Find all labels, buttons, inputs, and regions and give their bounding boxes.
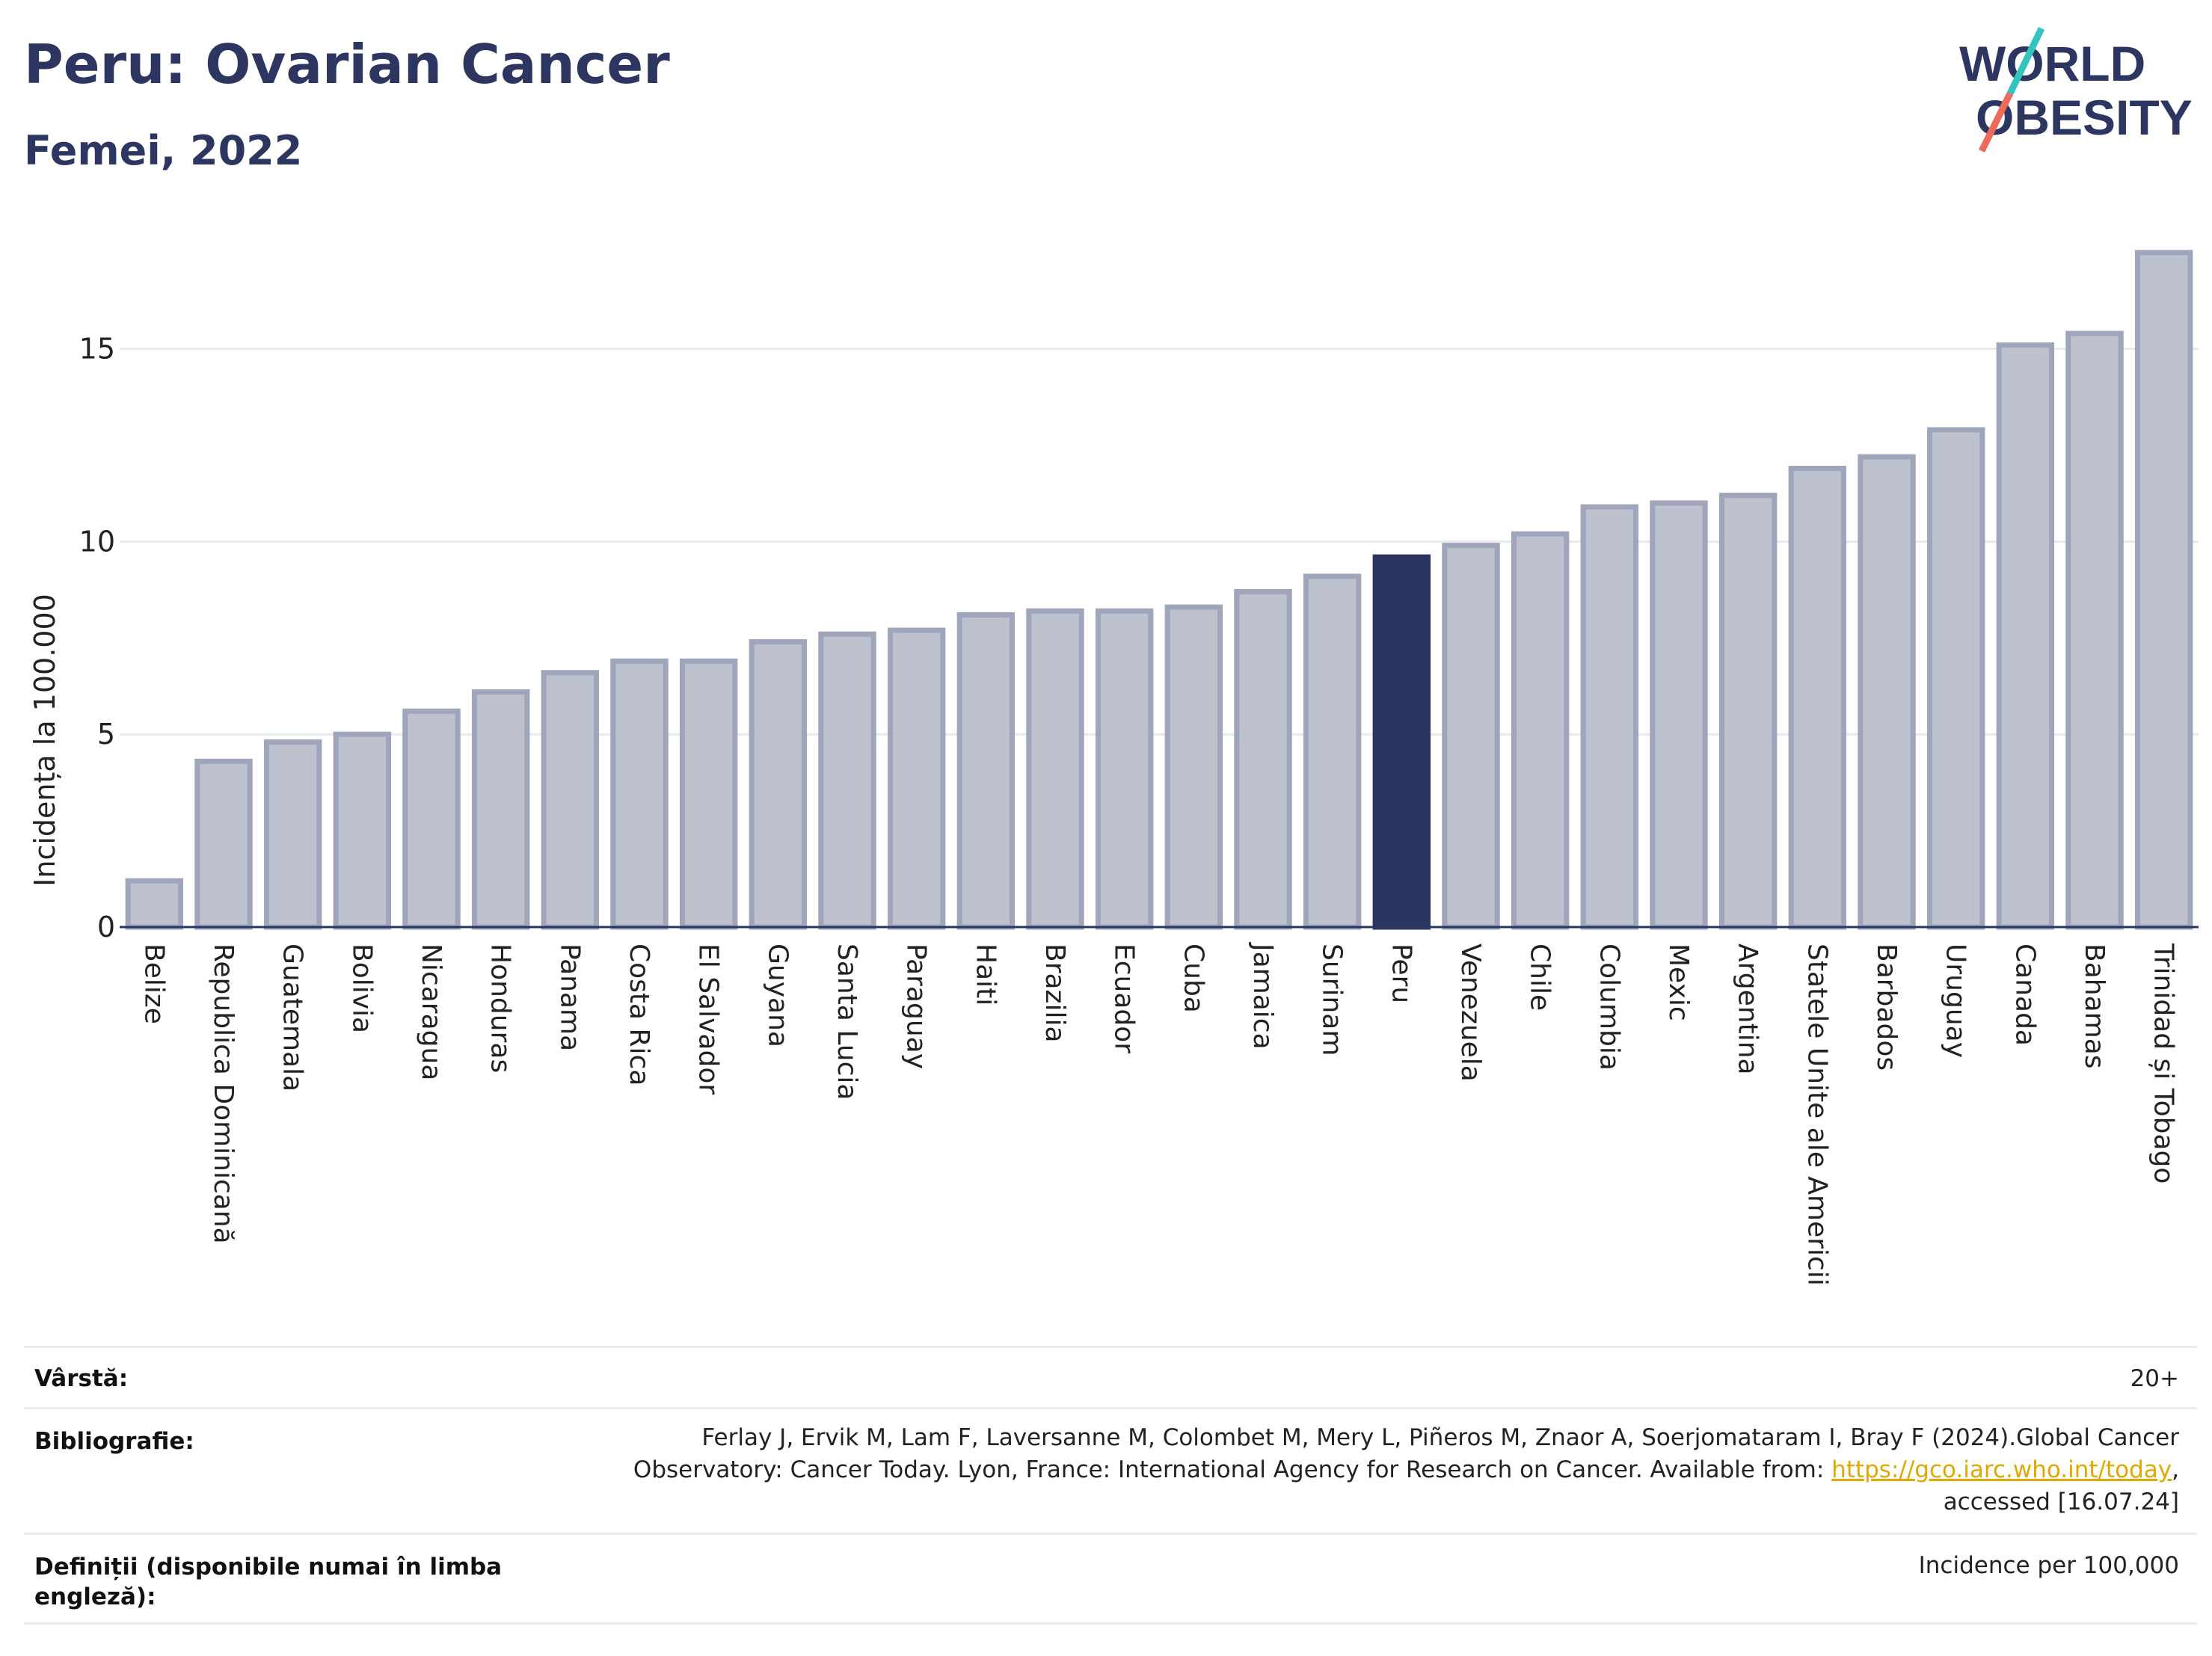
bar [818,631,876,930]
x-tick-label: El Salvador [693,944,724,1095]
x-tick-label: Ecuador [1109,944,1140,1053]
bar [194,758,253,930]
bar [1580,504,1639,930]
x-tick-label: Nicaragua [416,944,446,1080]
x-tick-label: Columbia [1594,944,1624,1071]
logo-word-1: WORLD [1959,36,2145,91]
bar [956,612,1016,930]
x-tick-label: Panama [554,944,585,1051]
bar [125,878,184,930]
divider-2 [24,1407,2197,1409]
page-subtitle: Femei, 2022 [24,127,303,174]
logo-slash-teal [2006,27,2045,95]
divider-4 [24,1622,2197,1625]
divider-1 [24,1346,2197,1348]
bibliography-main: Ferlay J, Ervik M, Lam F, Laversanne M, … [633,1424,2179,1483]
x-tick-label: Guyana [762,944,793,1047]
y-tick-label: 15 [79,333,115,366]
bar [1996,342,2055,930]
bar [263,739,322,930]
bar [749,638,808,930]
world-obesity-logo: WORLD OBESITY [1959,27,2193,153]
bar [887,627,946,930]
x-tick-label: Uruguay [1941,944,1971,1058]
bar [2134,250,2193,930]
y-tick-label: 5 [97,718,115,751]
logo-word-2: OBESITY [1976,90,2193,145]
bar [1511,531,1570,930]
bar [1095,608,1154,930]
age-label: Vârstă: [34,1365,129,1392]
y-tick-label: 10 [79,525,115,558]
x-tick-label: Trinidad și Tobago [2148,943,2179,1183]
x-tick-label: Peru [1386,944,1416,1003]
bar [1926,427,1985,930]
x-tick-label: Republica Dominicană [208,944,239,1244]
definitions-value: Incidence per 100,000 [1918,1552,2179,1579]
x-tick-label: Costa Rica [624,944,654,1086]
age-value: 20+ [2130,1365,2179,1392]
x-tick-label: Paraguay [901,944,932,1069]
bar [679,658,738,930]
x-tick-label: Jamaica [1247,942,1278,1050]
bar [1026,608,1084,930]
bibliography-suffix: , accessed [16.07.24] [1943,1456,2179,1515]
bar [1788,465,1847,930]
bar [1650,500,1708,930]
bar [1164,604,1223,930]
x-tick-label: Guatemala [277,944,308,1092]
x-tick-label: Santa Lucia [832,944,862,1100]
x-tick-label: Argentina [1733,944,1763,1075]
x-tick-label: Mexic [1663,944,1694,1021]
x-tick-label: Brazilia [1039,944,1070,1043]
bar [1303,573,1362,930]
page-title: Peru: Ovarian Cancer [24,33,670,96]
x-tick-label: Statele Unite ale Americii [1801,944,1832,1286]
bibliography-label: Bibliografie: [34,1428,194,1455]
bar [541,670,600,930]
x-tick-label: Canada [2009,944,2040,1046]
bar [1718,493,1778,930]
bar-chart: 0 5 10 15 Belize Republica Dominicană Guatemal… [79,250,2199,1286]
definitions-label: Definiții (disponibile numai în limba en… [34,1554,503,1610]
bar [2065,330,2124,930]
x-tick-label: Cuba [1178,944,1208,1013]
x-tick-label: Belize [138,944,169,1024]
x-tick-label: Haiti [970,944,1001,1006]
bar [333,731,392,930]
x-tick-label: Venezuela [1455,944,1486,1082]
bibliography-text: Ferlay J, Ervik M, Lam F, Laversanne M, … [609,1422,2179,1518]
divider-3 [24,1533,2197,1535]
bar [1372,554,1431,930]
bar [610,658,669,930]
y-tick-label: 0 [97,911,115,944]
x-tick-label: Bahamas [2079,944,2110,1069]
bar [471,689,530,930]
bibliography-link[interactable]: https://gco.iarc.who.int/today [1831,1456,2172,1483]
x-tick-label: Honduras [485,944,516,1073]
x-tick-label: Bolivia [346,944,377,1033]
bar [1234,588,1292,930]
bar [402,708,461,930]
x-tick-label: Chile [1525,944,1555,1011]
bar [1858,454,1916,930]
bar [1442,543,1500,930]
x-tick-label: Surinam [1317,944,1348,1056]
x-tick-label: Barbados [1871,944,1902,1071]
logo-slash-coral [1978,92,2014,153]
